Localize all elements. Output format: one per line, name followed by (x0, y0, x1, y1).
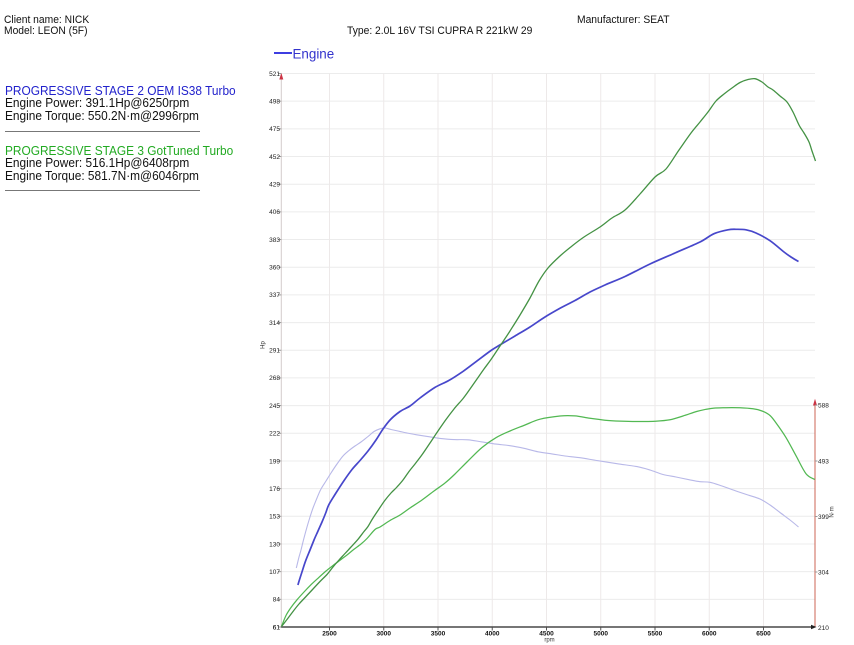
svg-text:2500: 2500 (322, 631, 337, 638)
svg-text:222: 222 (269, 431, 280, 438)
svg-text:314: 314 (269, 320, 280, 327)
svg-text:360: 360 (269, 265, 280, 272)
svg-text:107: 107 (269, 569, 280, 576)
svg-text:199: 199 (269, 458, 280, 465)
svg-text:452: 452 (269, 154, 280, 161)
svg-text:588: 588 (818, 403, 829, 410)
svg-text:5500: 5500 (648, 631, 663, 638)
svg-text:245: 245 (269, 403, 280, 410)
svg-text:337: 337 (269, 292, 280, 299)
svg-text:304: 304 (818, 569, 829, 576)
svg-text:498: 498 (269, 98, 280, 105)
svg-text:210: 210 (818, 625, 829, 632)
svg-text:268: 268 (269, 375, 280, 382)
svg-text:Engine: Engine (293, 47, 335, 62)
svg-text:61: 61 (273, 624, 281, 631)
svg-text:493: 493 (818, 458, 829, 465)
svg-text:4500: 4500 (539, 631, 554, 638)
svg-text:176: 176 (269, 486, 280, 493)
svg-text:6000: 6000 (702, 631, 717, 638)
svg-text:6500: 6500 (756, 631, 771, 638)
svg-text:153: 153 (269, 514, 280, 521)
svg-text:4000: 4000 (485, 631, 500, 638)
svg-text:Hp: Hp (261, 341, 267, 349)
svg-text:3000: 3000 (377, 631, 392, 638)
svg-text:399: 399 (818, 514, 829, 521)
svg-text:5000: 5000 (594, 631, 609, 638)
svg-text:521: 521 (269, 71, 280, 78)
svg-text:84: 84 (273, 597, 281, 604)
svg-text:406: 406 (269, 209, 280, 216)
svg-text:130: 130 (269, 541, 280, 548)
svg-text:429: 429 (269, 182, 280, 189)
svg-text:475: 475 (269, 126, 280, 133)
svg-text:rpm: rpm (544, 637, 554, 643)
svg-text:3500: 3500 (431, 631, 446, 638)
svg-text:61: 61 (273, 624, 281, 631)
svg-text:291: 291 (269, 348, 280, 355)
svg-text:N·m: N·m (830, 506, 836, 517)
svg-text:383: 383 (269, 237, 280, 244)
